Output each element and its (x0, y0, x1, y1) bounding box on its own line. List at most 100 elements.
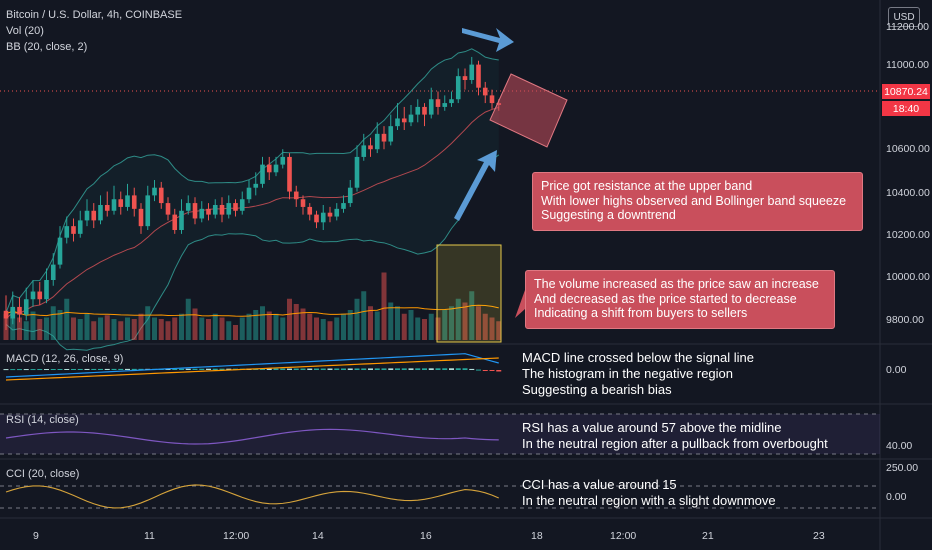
volume-bar (334, 317, 340, 340)
currency-button[interactable]: USD (888, 7, 920, 27)
volume-bar (98, 317, 103, 340)
volume-highlight-rect (436, 244, 502, 343)
candle-body (138, 208, 144, 227)
volume-bar (77, 319, 83, 340)
candle-body (219, 205, 225, 215)
cci-pane (0, 484, 880, 509)
price-tick-label: 10600.00 (886, 143, 930, 155)
signal-line (5, 357, 499, 381)
macd-histogram-bar (44, 369, 49, 371)
candle-body (131, 195, 137, 209)
volume-indicator-label[interactable]: Vol (20) (6, 25, 44, 37)
volume-bar (64, 298, 70, 340)
macd-histogram-bar (368, 368, 373, 370)
candle-body (422, 106, 427, 115)
macd-histogram-bar (84, 368, 90, 370)
macd-histogram-bar (266, 368, 272, 370)
volume-bar (30, 311, 36, 340)
annotation-line: In the neutral region after a pullback f… (522, 436, 828, 451)
annotation-line: Indicating a shift from buyers to seller… (534, 306, 748, 320)
symbol-title[interactable]: Bitcoin / U.S. Dollar, 4h, COINBASE (6, 9, 183, 21)
candle-body (489, 95, 495, 104)
candle-body (172, 214, 178, 230)
volume-ma-line (5, 304, 499, 317)
candle-body (476, 64, 481, 88)
macd-histogram-bar (131, 368, 137, 370)
price-tick-label: 10200.00 (886, 229, 930, 241)
macd-histogram-bar (462, 368, 468, 370)
resistance-highlight-rect (489, 73, 568, 148)
candle-body (84, 210, 90, 221)
volume-bar (381, 272, 387, 340)
macd-histogram-bar (273, 368, 279, 370)
volume-bar (253, 310, 259, 340)
macd-histogram-bar (449, 368, 454, 370)
macd-histogram-bar (280, 368, 286, 370)
macd-histogram-bar (293, 368, 299, 370)
volume-bar (138, 313, 144, 340)
volume-annotation-box[interactable]: The volume increased as the price saw an… (525, 270, 835, 329)
cci-line (5, 484, 499, 509)
macd-histogram-bar (320, 368, 326, 370)
volume-bar (435, 317, 441, 340)
volume-bar (219, 317, 225, 340)
macd-histogram-bar (314, 368, 319, 370)
resistance-annotation-box[interactable]: Price got resistance at the upper band W… (532, 172, 863, 231)
volume-bar (395, 306, 400, 340)
candle-body (212, 205, 218, 215)
candle-body (428, 99, 434, 115)
candle-body (98, 205, 103, 221)
cci-indicator-label[interactable]: CCI (20, close) (6, 468, 80, 480)
candle-body (320, 212, 326, 223)
annotation-line: Suggesting a bearish bias (522, 382, 672, 397)
candle-body (287, 156, 292, 192)
volume-bar (374, 311, 380, 340)
bb-fill (6, 48, 499, 351)
volume-bar (118, 321, 124, 340)
candle-body (327, 212, 333, 217)
volume-bar (462, 302, 468, 340)
macd-histogram-bar (388, 368, 394, 370)
candle-body (469, 64, 475, 80)
rsi-annotation[interactable]: RSI has a value around 57 above the midl… (522, 420, 828, 452)
rsi-indicator-label[interactable]: RSI (14, close) (6, 414, 79, 426)
candle-body (104, 205, 110, 211)
volume-bar (84, 313, 90, 340)
price-tick-label: 10000.00 (886, 271, 930, 283)
macd-histogram-bar (226, 368, 232, 370)
volume-bar (23, 321, 29, 340)
macd-histogram-bar (489, 370, 495, 371)
rsi-line (5, 428, 499, 445)
annotation-line: Price got resistance at the upper band (541, 179, 753, 193)
macd-histogram-bar (381, 368, 387, 370)
candle-body (300, 199, 306, 207)
volume-bar (449, 306, 454, 340)
macd-histogram-bar (111, 368, 117, 370)
macd-indicator-label[interactable]: MACD (12, 26, close, 9) (6, 353, 124, 365)
candle-body (401, 118, 407, 123)
candle-body (57, 237, 63, 265)
macd-tick-label: 0.00 (886, 364, 907, 376)
bollinger-bands (5, 48, 500, 351)
bb-indicator-label[interactable]: BB (20, close, 2) (6, 41, 88, 53)
candle-body (71, 226, 76, 234)
candle-body (314, 214, 319, 223)
candle-body (354, 156, 360, 188)
candle-body (442, 103, 448, 107)
macd-histogram-bar (64, 368, 70, 370)
macd-histogram-bar (219, 368, 225, 370)
macd-histogram-bar (77, 368, 83, 370)
candle-body (347, 187, 353, 204)
macd-histogram-bar (3, 369, 9, 371)
volume-bar (226, 321, 232, 340)
annotation-line: The histogram in the negative region (522, 366, 734, 381)
cci-annotation[interactable]: CCI has a value around 15 In the neutral… (522, 477, 776, 509)
volume-bar (206, 319, 211, 340)
macd-annotation[interactable]: MACD line crossed below the signal line … (522, 350, 754, 398)
volume-bar (179, 313, 184, 340)
rsi-band (0, 414, 880, 454)
volume-bar (10, 308, 16, 340)
volume-bar (341, 313, 346, 340)
volume-bar (428, 313, 434, 340)
